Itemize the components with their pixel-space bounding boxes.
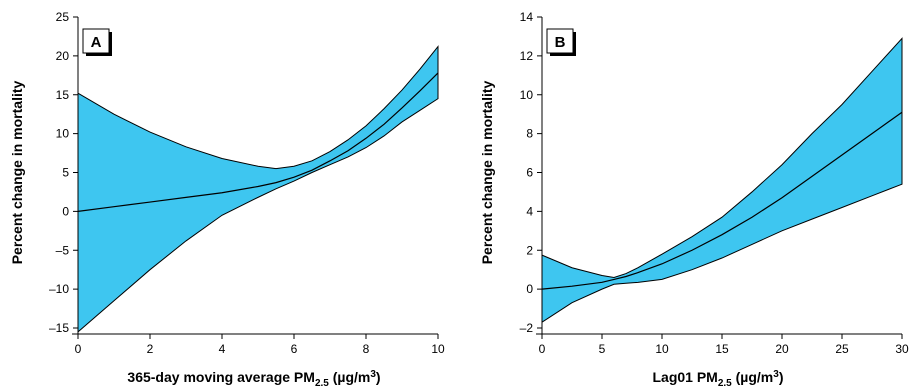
y-tick-label-b: 12: [520, 49, 534, 63]
confidence-band-b: [541, 37, 903, 324]
y-axis-title-b: Percent change in mortality: [479, 80, 495, 264]
x-tick-label-b: 0: [539, 342, 546, 356]
y-tick-label-a: 5: [62, 166, 69, 180]
panel-label-box-b: [546, 28, 574, 54]
x-axis-title-a: 365-day moving average PM2.5 (µg/m3): [127, 369, 380, 389]
y-tick-label-a: –5: [56, 243, 70, 257]
x-tick-label-a: 6: [291, 342, 298, 356]
x-tick-label-b: 30: [895, 342, 909, 356]
x-tick-label-b: 15: [715, 342, 729, 356]
panel-a: –15 –10 –5 0 5 10 15 20 25 0 2 4 6 8 10 Percent change …: [9, 10, 445, 389]
panel-label-box-a: [82, 28, 110, 54]
x-axis-title-b: Lag01 PM2.5 (µg/m3): [652, 369, 783, 389]
x-tick-label-b: 10: [655, 342, 669, 356]
y-tick-label-b: 14: [520, 10, 534, 24]
estimate-line-a: [77, 72, 439, 212]
y-tick-label-a: 15: [56, 88, 70, 102]
panel-b: –2 0 2 4 6 8 10 12 14 0 5 10 15 20 25 30 Percent change …: [479, 10, 909, 389]
y-tick-label-a: –10: [49, 282, 69, 296]
y-tick-label-a: –15: [49, 321, 69, 335]
y-axis-title-a: Percent change in mortality: [9, 80, 25, 264]
x-tick-label-a: 2: [147, 342, 154, 356]
y-tick-label-a: 0: [62, 204, 69, 218]
panel-label-a: A: [91, 34, 102, 51]
confidence-band-a: [77, 45, 439, 333]
panel-label-b: B: [555, 34, 566, 51]
y-tick-label-a: 20: [56, 49, 70, 63]
y-tick-label-a: 25: [56, 10, 70, 24]
y-tick-label-b: –2: [520, 321, 534, 335]
x-tick-label-b: 5: [599, 342, 606, 356]
y-tick-label-b: 8: [526, 127, 533, 141]
x-tick-label-b: 20: [775, 342, 789, 356]
y-tick-label-b: 10: [520, 88, 534, 102]
x-tick-label-a: 8: [363, 342, 370, 356]
y-tick-label-a: 10: [56, 127, 70, 141]
estimate-line-b: [541, 111, 903, 290]
x-tick-label-a: 10: [431, 342, 445, 356]
x-tick-label-b: 25: [835, 342, 849, 356]
x-tick-label-a: 4: [219, 342, 226, 356]
y-tick-label-b: 0: [526, 282, 533, 296]
y-tick-label-b: 4: [526, 204, 533, 218]
x-tick-label-a: 0: [75, 342, 82, 356]
y-tick-label-b: 6: [526, 166, 533, 180]
y-tick-label-b: 2: [526, 243, 533, 257]
